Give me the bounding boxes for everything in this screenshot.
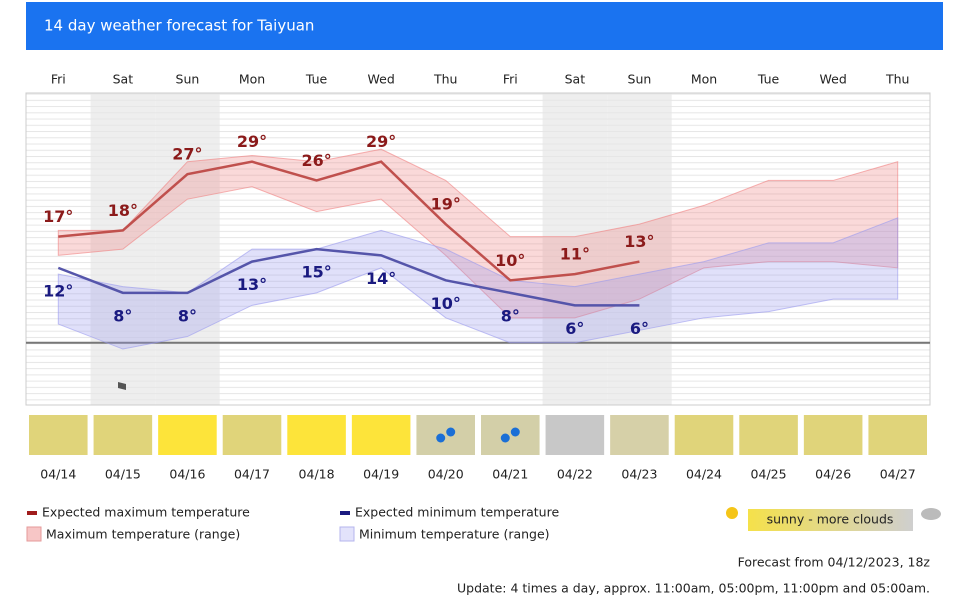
weekday-label: Mon	[239, 72, 265, 87]
x-tick-label: 04/26	[815, 467, 851, 482]
weather-symbol	[868, 415, 927, 455]
value-label: 19°	[431, 195, 461, 214]
plot-frame	[25, 92, 931, 406]
value-label: 26°	[301, 151, 331, 170]
value-label: 14°	[366, 269, 396, 288]
header-title: 14 day weather forecast for Taiyuan	[44, 17, 314, 35]
symbol-legend-box	[748, 509, 913, 531]
cloud-icon	[921, 508, 941, 520]
x-tick-label: 04/20	[428, 467, 464, 482]
x-tick-label: 04/18	[299, 467, 335, 482]
value-label: 29°	[237, 132, 267, 151]
value-label: 13°	[237, 275, 267, 294]
x-tick-label: 04/23	[621, 467, 657, 482]
weather-symbol	[29, 415, 88, 455]
value-label: 11°	[560, 245, 590, 264]
value-label: 8°	[501, 306, 520, 325]
legend-swatch	[340, 511, 350, 515]
rain-icon	[500, 433, 510, 443]
weather-symbol	[416, 415, 475, 455]
range-band	[57, 217, 899, 350]
x-tick-label: 04/24	[686, 467, 722, 482]
legend-label: Minimum temperature (range)	[359, 527, 550, 542]
weekday-label: Sat	[565, 72, 586, 87]
weekday-label: Sat	[113, 72, 134, 87]
weekday-label: Fri	[503, 72, 518, 87]
weekday-label: Fri	[51, 72, 66, 87]
value-label: 27°	[172, 145, 202, 164]
rain-icon	[510, 427, 520, 437]
x-tick-label: 04/22	[557, 467, 593, 482]
weather-symbol	[481, 415, 540, 455]
weather-symbol	[545, 415, 605, 455]
value-label: 8°	[113, 306, 132, 325]
note: Forecast from 04/12/2023, 18z	[738, 555, 931, 570]
weekday-label: Tue	[757, 72, 780, 87]
weather-symbol	[610, 415, 669, 455]
weather-symbol	[739, 415, 798, 455]
weekday-label: Thu	[433, 72, 457, 87]
weekday-label: Thu	[885, 72, 909, 87]
grid-pattern	[26, 93, 930, 405]
legend-label: Expected maximum temperature	[42, 505, 250, 520]
value-label: 29°	[366, 132, 396, 151]
value-label: 18°	[108, 201, 138, 220]
x-tick-label: 04/19	[363, 467, 399, 482]
sun-icon	[726, 507, 738, 519]
weekday-label: Wed	[820, 72, 847, 87]
note: Update: 4 times a day, approx. 11:00am, …	[457, 581, 930, 596]
value-label: 15°	[301, 263, 331, 282]
symbol-legend-label: sunny - more clouds	[767, 512, 894, 527]
x-tick-label: 04/21	[492, 467, 528, 482]
weather-symbol	[674, 415, 734, 455]
weekday-label: Wed	[368, 72, 395, 87]
value-label: 13°	[624, 232, 654, 251]
legend-label: Expected minimum temperature	[355, 505, 559, 520]
weekday-label: Sun	[176, 72, 200, 87]
temperature-line	[58, 160, 640, 282]
legend-swatch	[27, 511, 37, 515]
weather-symbol	[158, 415, 217, 455]
weekday-label: Tue	[305, 72, 328, 87]
x-tick-label: 04/14	[40, 467, 76, 482]
weather-symbol	[287, 415, 346, 455]
wind-icon	[118, 382, 126, 392]
weather-symbol	[803, 415, 863, 455]
x-tick-label: 04/25	[751, 467, 787, 482]
value-label: 6°	[565, 319, 584, 338]
x-tick-label: 04/17	[234, 467, 270, 482]
x-tick-label: 04/15	[105, 467, 141, 482]
rain-icon	[436, 433, 446, 443]
value-label: 17°	[43, 207, 73, 226]
x-tick-label: 04/27	[880, 467, 916, 482]
weather-symbol	[222, 415, 282, 455]
value-label: 6°	[630, 319, 649, 338]
value-label: 8°	[178, 306, 197, 325]
legend-swatch	[26, 526, 42, 542]
legend-swatch	[339, 526, 355, 542]
rain-icon	[446, 427, 456, 437]
value-label: 10°	[495, 251, 525, 270]
weather-symbol	[351, 415, 411, 455]
weekday-label: Mon	[691, 72, 717, 87]
x-tick-label: 04/16	[169, 467, 205, 482]
header-bar	[26, 2, 943, 50]
value-label: 12°	[43, 281, 73, 300]
value-label: 10°	[431, 294, 461, 313]
legend-label: Maximum temperature (range)	[46, 527, 240, 542]
weather-symbol	[93, 415, 153, 455]
temperature-line	[57, 247, 640, 307]
weekday-label: Sun	[628, 72, 652, 87]
